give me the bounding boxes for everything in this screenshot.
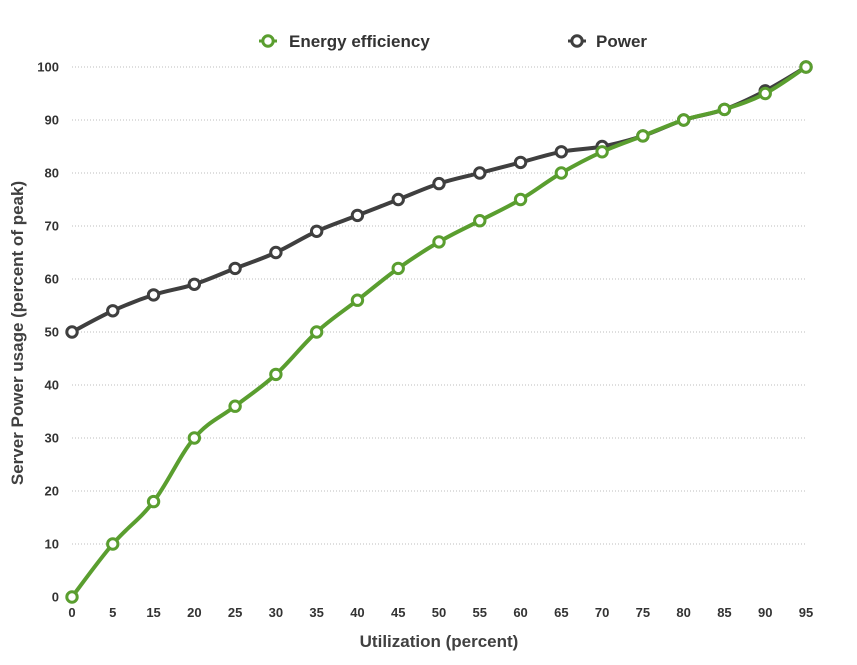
x-tick-label: 30 [269,605,283,620]
series-line [70,65,808,334]
data-point [473,166,487,180]
y-tick-label: 30 [45,431,59,446]
y-axis-title: Server Power usage (percent of peak) [8,181,27,485]
data-point [758,86,772,101]
data-point [309,325,324,339]
y-tick-label: 70 [45,219,59,234]
legend-swatch-marker [570,34,584,48]
data-point [554,166,569,180]
series-power [65,60,813,339]
x-tick-label: 60 [513,605,527,620]
data-point [65,590,79,604]
data-point [636,129,650,143]
y-tick-label: 10 [45,537,59,552]
data-point [391,261,405,276]
data-point [350,208,365,223]
data-point [595,145,609,159]
legend-item: Energy efficiency [259,32,430,51]
x-tick-label: 95 [799,605,813,620]
x-tick-label: 50 [432,605,446,620]
data-point [269,245,283,260]
x-axis-ticks: 0 5 15 20 25 30 35 40 45 50 55 60 65 70 75 80 85 90 95 [68,605,813,620]
x-tick-label: 70 [595,605,609,620]
data-point [65,325,79,339]
x-tick-label: 40 [350,605,364,620]
x-tick-label: 90 [758,605,772,620]
data-point [309,224,324,239]
data-point [269,367,283,382]
grid-lines [72,66,806,545]
y-tick-label: 40 [45,378,59,393]
x-tick-label: 65 [554,605,568,620]
y-tick-label: 50 [45,325,59,340]
data-point [146,494,161,509]
legend: Energy efficiency Power [259,32,647,51]
legend-swatch-marker [261,34,275,48]
data-point [106,304,120,318]
data-point [228,261,242,276]
legend-label: Power [596,32,647,51]
y-tick-label: 0 [52,590,59,605]
data-point [473,214,487,228]
data-point [676,113,691,127]
data-point [187,277,202,291]
x-tick-label: 45 [391,605,405,620]
series-layer [65,60,813,604]
data-point [146,288,161,302]
data-point [350,293,365,307]
x-tick-label: 35 [309,605,323,620]
x-tick-label: 85 [717,605,731,620]
y-tick-label: 90 [45,113,59,128]
data-point [799,60,813,74]
data-point [554,145,569,159]
x-tick-label: 55 [473,605,487,620]
x-tick-label: 20 [187,605,201,620]
y-tick-label: 60 [45,272,59,287]
data-point [391,192,405,207]
y-axis-ticks: 0 10 20 30 40 50 60 70 80 90 100 [37,60,59,605]
x-tick-label: 80 [676,605,690,620]
data-point [187,431,202,445]
data-point [106,537,120,551]
x-tick-label: 5 [109,605,116,620]
series-energy-efficiency [65,60,813,604]
data-point [717,102,732,117]
x-tick-label: 25 [228,605,242,620]
x-tick-label: 15 [146,605,160,620]
y-tick-label: 80 [45,166,59,181]
y-tick-label: 100 [37,60,59,75]
data-point [432,235,446,249]
legend-item: Power [568,32,647,51]
legend-label: Energy efficiency [289,32,430,51]
data-point [513,192,528,207]
x-tick-label: 0 [68,605,75,620]
data-point [228,399,242,413]
y-tick-label: 20 [45,484,59,499]
x-tick-label: 75 [636,605,650,620]
x-axis-title: Utilization (percent) [360,632,519,651]
data-point [513,155,528,170]
data-point [432,176,446,191]
